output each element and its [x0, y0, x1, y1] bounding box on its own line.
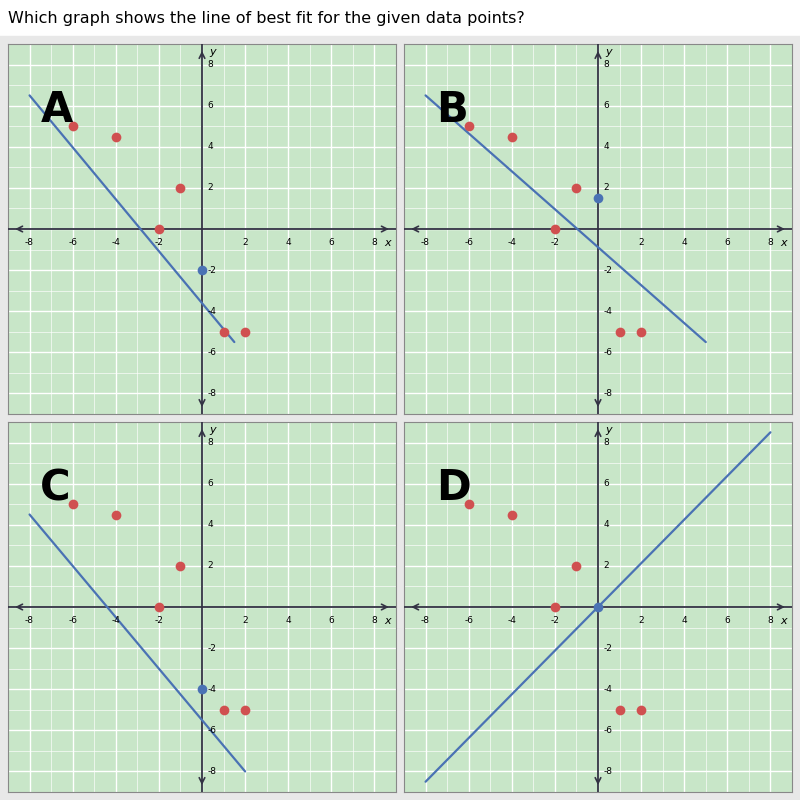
Text: -2: -2: [207, 644, 216, 653]
Text: Which graph shows the line of best fit for the given data points?: Which graph shows the line of best fit f…: [8, 10, 525, 26]
Text: x: x: [780, 616, 786, 626]
Text: 4: 4: [207, 142, 213, 151]
Text: 4: 4: [682, 238, 687, 247]
Text: -4: -4: [207, 306, 216, 316]
Text: 2: 2: [242, 238, 248, 247]
Text: -8: -8: [207, 767, 216, 776]
Text: -8: -8: [421, 616, 430, 626]
Text: 6: 6: [725, 238, 730, 247]
Text: 8: 8: [207, 438, 213, 447]
Text: 8: 8: [603, 438, 609, 447]
Text: -4: -4: [603, 306, 612, 316]
Text: -2: -2: [550, 616, 559, 626]
Text: -6: -6: [464, 616, 473, 626]
Text: -2: -2: [154, 238, 163, 247]
Text: -4: -4: [507, 238, 516, 247]
Text: C: C: [40, 467, 71, 510]
Text: -8: -8: [603, 389, 612, 398]
Text: B: B: [436, 90, 468, 131]
Text: -6: -6: [68, 238, 77, 247]
Text: 4: 4: [286, 616, 291, 626]
Text: -8: -8: [207, 389, 216, 398]
Text: -2: -2: [550, 238, 559, 247]
Text: -8: -8: [25, 616, 34, 626]
Text: -6: -6: [603, 726, 612, 735]
Text: -6: -6: [603, 348, 612, 357]
Text: 4: 4: [603, 142, 609, 151]
Text: 6: 6: [329, 616, 334, 626]
Text: D: D: [436, 467, 471, 510]
Text: -4: -4: [111, 238, 120, 247]
Text: -6: -6: [207, 348, 216, 357]
Text: -2: -2: [603, 266, 612, 274]
Text: -2: -2: [603, 644, 612, 653]
Text: 8: 8: [603, 60, 609, 69]
Text: -8: -8: [421, 238, 430, 247]
Text: 8: 8: [371, 616, 378, 626]
Text: 2: 2: [242, 616, 248, 626]
Text: 2: 2: [207, 183, 213, 192]
Text: x: x: [780, 238, 786, 248]
Text: -4: -4: [507, 616, 516, 626]
Text: -2: -2: [207, 266, 216, 274]
Text: -4: -4: [207, 685, 216, 694]
Text: -6: -6: [68, 616, 77, 626]
Text: 6: 6: [603, 101, 609, 110]
Text: 2: 2: [603, 183, 609, 192]
Text: A: A: [40, 90, 73, 131]
Text: y: y: [606, 47, 612, 58]
Text: -2: -2: [154, 616, 163, 626]
Text: 8: 8: [767, 616, 774, 626]
Text: x: x: [384, 238, 390, 248]
Text: x: x: [384, 616, 390, 626]
Text: 2: 2: [207, 562, 213, 570]
Text: 4: 4: [207, 520, 213, 530]
Text: 8: 8: [207, 60, 213, 69]
Text: 6: 6: [207, 101, 213, 110]
Text: -6: -6: [464, 238, 473, 247]
Text: 6: 6: [725, 616, 730, 626]
Text: 2: 2: [603, 562, 609, 570]
Text: -4: -4: [603, 685, 612, 694]
Text: 8: 8: [371, 238, 378, 247]
Text: 4: 4: [286, 238, 291, 247]
Text: 6: 6: [329, 238, 334, 247]
Text: -8: -8: [603, 767, 612, 776]
Text: -8: -8: [25, 238, 34, 247]
Text: 2: 2: [638, 616, 644, 626]
Text: -4: -4: [111, 616, 120, 626]
Text: y: y: [210, 426, 216, 435]
Text: y: y: [210, 47, 216, 58]
Text: -6: -6: [207, 726, 216, 735]
Text: 8: 8: [767, 238, 774, 247]
Text: y: y: [606, 426, 612, 435]
Text: 4: 4: [682, 616, 687, 626]
Text: 6: 6: [207, 479, 213, 488]
Text: 4: 4: [603, 520, 609, 530]
Text: 2: 2: [638, 238, 644, 247]
Text: 6: 6: [603, 479, 609, 488]
